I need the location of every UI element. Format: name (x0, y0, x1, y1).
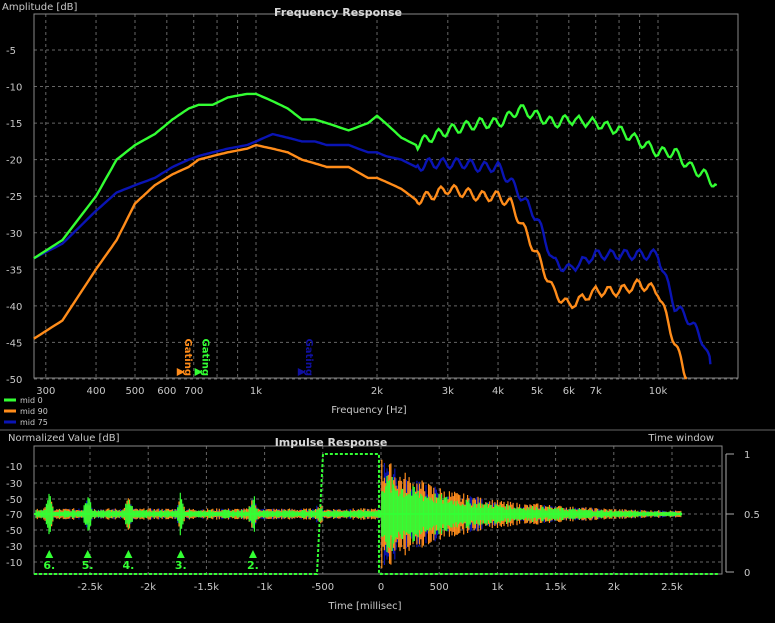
fr-xlabel: Frequency [Hz] (331, 405, 407, 416)
ir-y-tick-label: -50 (6, 495, 22, 506)
ir-waveforms (34, 459, 682, 569)
fr-x-ticks: 300 400 500 600 700 1k 2k 3k 4k 5k 6k 7k 10k (36, 386, 667, 397)
gating-arrow (297, 368, 306, 376)
ir-x-tick-label: -2k (140, 582, 156, 593)
ir-x-tick-label: -2.5k (77, 582, 103, 593)
marker-triangle (124, 550, 133, 558)
ir-x-tick-label: -1.5k (194, 582, 220, 593)
fr-legend: mid 0 mid 90 mid 75 (4, 396, 48, 427)
fr-grid (34, 14, 738, 380)
fr-x-tick-label: 700 (184, 386, 203, 397)
fr-y-tick-label: -5 (6, 46, 16, 57)
ir-y-tick-label: -70 (6, 510, 22, 521)
ir-x-tick-label: 2k (608, 582, 620, 593)
fr-y-ticks: -5 -10 -15 -20 -25 -30 -35 -40 -45 -50 (6, 46, 22, 386)
fr-x-tick-label: 6k (563, 386, 575, 397)
ir-x-tick-label: -500 (311, 582, 334, 593)
ir-x-tick-label: 500 (430, 582, 449, 593)
ir-time-window (34, 453, 719, 575)
fr-series-lines (33, 92, 718, 380)
fr-x-tick-label: 5k (531, 386, 543, 397)
fr-y-tick-label: -20 (6, 156, 22, 167)
ir-x-tick-label: 0 (378, 582, 384, 593)
ir-x-tick-label: 1k (491, 582, 503, 593)
ir-xlabel: Time [millisec] (327, 601, 401, 612)
fr-y-tick-label: -50 (6, 375, 22, 386)
marker-triangle (248, 550, 257, 558)
ir-y-ticks: -10 -30 -50 -70 -50 -30 -10 (6, 462, 22, 569)
gating-label: Gating (303, 339, 314, 376)
ir-right-tick-label: 0 (744, 568, 750, 579)
ir-right-tick-label: 1 (744, 450, 750, 461)
ir-x-tick-label: 1.5k (545, 582, 567, 593)
legend-label: mid 75 (20, 418, 48, 427)
gating-label: Gating (182, 339, 193, 376)
fr-x-tick-label: 1k (250, 386, 262, 397)
ir-right-ticks: 10.50 (725, 450, 760, 579)
fr-y-tick-label: -15 (6, 119, 22, 130)
gating-arrow (194, 368, 203, 376)
ir-y-tick-label: -30 (6, 542, 22, 553)
ir-plot-frame (33, 445, 723, 575)
fr-y-tick-label: -30 (6, 229, 22, 240)
fr-x-tick-label: 3k (442, 386, 454, 397)
fr-series-line (33, 92, 718, 260)
fr-x-tick-label: 2k (371, 386, 383, 397)
gating-arrow (176, 368, 185, 376)
marker-label: 5. (82, 559, 94, 572)
legend-label: mid 90 (20, 407, 48, 416)
fr-y-tick-label: -45 (6, 338, 22, 349)
fr-y-tick-label: -35 (6, 265, 22, 276)
gating-label: Gating (200, 339, 211, 376)
fr-y-tick-label: -10 (6, 83, 22, 94)
ir-title: Impulse Response (275, 436, 388, 449)
ir-markers: 6. 5. 4. 3. 2. (43, 550, 259, 572)
fr-x-tick-label: 4k (492, 386, 504, 397)
fr-x-tick-label: 10k (649, 386, 668, 397)
fr-x-tick-label: 400 (86, 386, 105, 397)
fr-gating-labels: Gating Gating Gating (176, 339, 314, 376)
marker-label: 6. (43, 559, 55, 572)
ir-y-tick-label: -10 (6, 558, 22, 569)
time-window-label: Time window (647, 433, 714, 444)
marker-triangle (83, 550, 92, 558)
ir-x-tick-label: -1k (257, 582, 273, 593)
ir-y-tick-label: -30 (6, 479, 22, 490)
fr-y-tick-label: -25 (6, 192, 22, 203)
marker-label: 4. (122, 559, 134, 572)
fr-series-line (33, 143, 687, 380)
marker-triangle (45, 550, 54, 558)
marker-label: 2. (247, 559, 259, 572)
ir-x-tick-label: 2.5k (661, 582, 683, 593)
marker-triangle (176, 550, 185, 558)
ir-y-tick-label: -10 (6, 462, 22, 473)
legend-label: mid 0 (20, 396, 43, 405)
fr-x-tick-label: 500 (125, 386, 144, 397)
ir-ylabel: Normalized Value [dB] (8, 433, 120, 444)
marker-label: 3. (175, 559, 187, 572)
fr-x-tick-label: 300 (36, 386, 55, 397)
fr-plot-frame (33, 13, 739, 379)
ir-x-ticks: -2.5k -2k -1.5k -1k -500 0 500 1k 1.5k 2k 2.5k (77, 582, 683, 593)
fr-x-tick-label: 7k (590, 386, 602, 397)
ir-y-tick-label: -50 (6, 526, 22, 537)
time-window-outline (34, 453, 719, 575)
fr-x-tick-label: 600 (157, 386, 176, 397)
fr-ylabel: Amplitude [dB] (2, 2, 78, 13)
ir-right-tick-label: 0.5 (744, 510, 760, 521)
fr-y-tick-label: -40 (6, 302, 22, 313)
fr-title: Frequency Response (274, 6, 402, 19)
fr-series-line (33, 132, 712, 365)
